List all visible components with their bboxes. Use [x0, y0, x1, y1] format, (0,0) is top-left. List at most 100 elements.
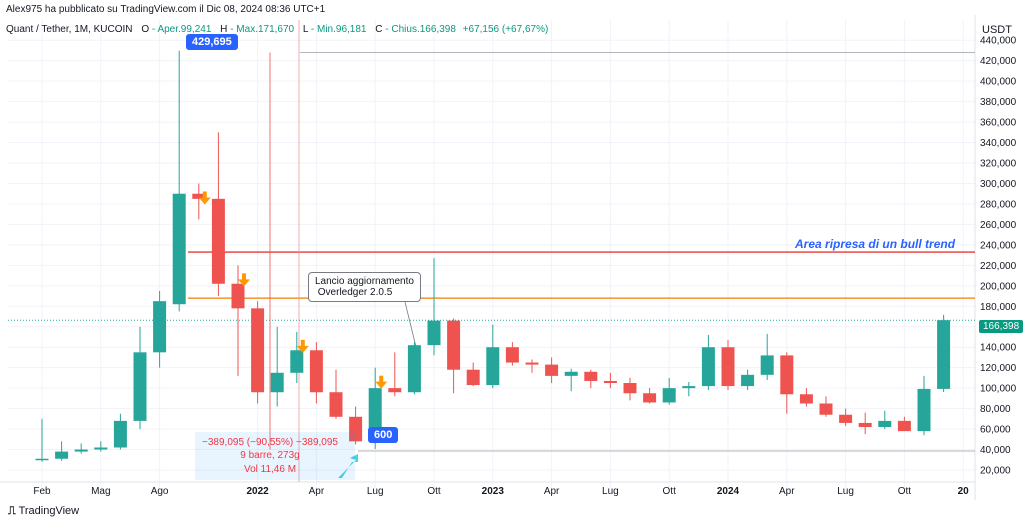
candle: [643, 388, 657, 404]
high-label: H: [220, 24, 228, 35]
x-tick-label: Lug: [837, 486, 854, 497]
candle-body: [290, 350, 304, 373]
candle-body: [643, 393, 657, 403]
candle-body: [878, 420, 892, 428]
x-tick-label: Apr: [544, 486, 560, 497]
down-arrows: [198, 191, 388, 478]
y-axis: 20,000 40,000 60,000 80,000 100,000 120,000 14…: [980, 36, 1017, 477]
measure-change: −389,095 (−90,55%) −389,095: [202, 437, 338, 448]
last-price-tag: 166,398: [979, 320, 1024, 333]
candle-body: [741, 374, 755, 387]
change-value: +67,156 (+67,67%): [462, 24, 549, 35]
low-label: L: [302, 24, 309, 35]
x-tick-label: 20: [958, 486, 970, 497]
y-tick-label: 280,000: [980, 199, 1017, 210]
y-tick-label: 340,000: [980, 138, 1017, 149]
candle: [251, 301, 265, 404]
candle: [290, 331, 304, 384]
candle-body: [349, 416, 363, 442]
candle: [211, 132, 225, 297]
candle: [192, 183, 206, 220]
candle: [662, 377, 676, 405]
candle: [897, 416, 911, 432]
candle-body: [780, 355, 794, 395]
y-tick-label: 360,000: [980, 118, 1017, 129]
candle: [839, 408, 853, 426]
y-tick-label: 200,000: [980, 281, 1017, 292]
arrow-head: [238, 279, 250, 287]
y-tick-label: 380,000: [980, 97, 1017, 108]
candle-body: [270, 372, 284, 393]
candle: [878, 410, 892, 430]
candle: [388, 352, 402, 397]
candle: [427, 258, 441, 356]
peak-price-label: 429,695: [186, 34, 238, 50]
candle-body: [545, 364, 559, 376]
measure-bars: 9 barre, 273g: [240, 450, 300, 461]
candle: [447, 318, 461, 394]
candle-body: [897, 420, 911, 432]
open-label: O: [141, 24, 150, 35]
close-label: C: [375, 24, 383, 35]
measure-volume: Vol 11,46 M: [243, 464, 297, 475]
candle-body: [701, 347, 715, 387]
y-tick-label: 300,000: [980, 179, 1017, 190]
candle-body: [466, 369, 480, 386]
candle: [55, 441, 69, 461]
arrow-stem: [300, 339, 305, 347]
y-tick-label: 240,000: [980, 240, 1017, 251]
news-callout: Lancio aggiornamento Overledger 2.0.5: [308, 272, 421, 302]
candle-body: [447, 320, 461, 370]
x-tick-label: Apr: [309, 486, 325, 497]
tradingview-icon: ⎍: [8, 505, 16, 517]
candle: [505, 342, 519, 366]
y-tick-label: 40,000: [980, 445, 1011, 456]
arrow-stem: [379, 375, 384, 383]
candle: [407, 342, 421, 395]
candle: [113, 413, 127, 450]
candle-body: [937, 320, 951, 389]
candle: [525, 359, 539, 373]
y-tick-label: 100,000: [980, 384, 1017, 395]
candle-body: [623, 383, 637, 394]
candle-body: [55, 451, 69, 459]
candle: [741, 369, 755, 391]
x-tick-label: Mag: [91, 486, 110, 497]
candle: [486, 324, 500, 389]
measure-box: [195, 432, 355, 480]
x-tick-label: 2022: [246, 486, 269, 497]
candle-body: [839, 414, 853, 423]
candle-body: [682, 386, 696, 389]
candle: [153, 290, 167, 368]
candle: [780, 352, 794, 414]
candle-body: [603, 380, 617, 384]
high-value: - Max.171,670: [230, 24, 295, 35]
candle: [937, 314, 951, 393]
open-value: - Aper.99,241: [151, 24, 212, 35]
candle-body: [153, 301, 167, 353]
low-price-label: 600: [368, 427, 399, 443]
candle: [603, 372, 617, 389]
candle-body: [192, 193, 206, 199]
x-tick-label: Ott: [663, 486, 677, 497]
candle-body: [799, 394, 813, 404]
candle: [74, 443, 88, 454]
close-value: - Chius.166,398: [385, 24, 456, 35]
candle-body: [662, 388, 676, 403]
candle: [349, 406, 363, 445]
candle-body: [505, 347, 519, 363]
x-tick-label: Ott: [427, 486, 441, 497]
arrow-head: [375, 381, 388, 389]
low-value: - Min.96,181: [310, 24, 367, 35]
x-tick-label: Lug: [367, 486, 384, 497]
x-axis: Feb Mag Ago 2022 Apr Lug Ott 2023 Apr Lug Ott 2024 A…: [33, 486, 969, 497]
y-tick-label: 60,000: [980, 425, 1011, 436]
candle: [309, 342, 323, 404]
candle: [231, 265, 245, 376]
candle-body: [525, 362, 539, 365]
arrow-head: [296, 345, 309, 353]
candle-body: [584, 371, 598, 381]
down-arrow-icon: [238, 273, 250, 287]
candle: [760, 333, 774, 380]
